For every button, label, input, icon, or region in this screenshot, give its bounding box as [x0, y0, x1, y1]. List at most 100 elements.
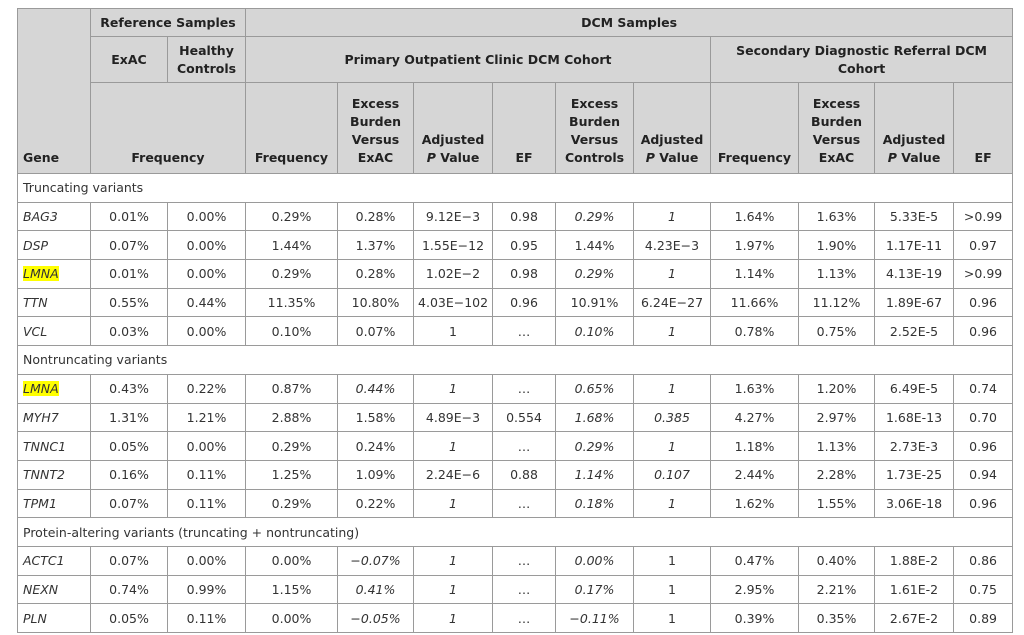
header-cell: Reference Samples [89, 8, 247, 37]
value-cell: 0.47% [710, 545, 800, 576]
value-cell: 0.10% [245, 316, 339, 347]
gene-name: BAG3 [23, 209, 58, 225]
value-cell: 0.74% [90, 574, 168, 605]
section-row: Truncating variants [16, 173, 1014, 203]
value-cell: 0.74 [953, 373, 1014, 404]
header-cell: Gene [17, 8, 91, 174]
data-row: VCL 0.03% 0.00% 0.10% 0.07% 1… 0.10% 1 0.78% 0.75… [17, 316, 1014, 347]
value-cell: 1.14% [710, 259, 800, 289]
value-cell: 0.29% [245, 488, 339, 519]
value-cell: 11.35% [245, 287, 339, 318]
value-cell: 1 [633, 603, 712, 633]
value-cell: 0.70 [953, 402, 1014, 433]
data-row: LMNA 0.43% 0.22% 0.87% 0.44% 1… 0.65% 1 1.63% 1.2… [17, 373, 1014, 404]
value-cell: 1.15% [245, 574, 339, 605]
value-cell: 1 [633, 373, 712, 404]
gene-cell: LMNA [17, 259, 91, 289]
value-cell: 1.63% [798, 201, 876, 232]
value-cell: 1 [633, 201, 712, 232]
gene-cell: ACTC1 [17, 545, 91, 576]
value-cell: 2.97% [798, 402, 876, 433]
value-cell: −0.07% [337, 545, 415, 576]
value-cell: 0.11% [166, 603, 247, 633]
value-cell: 0.17% [555, 574, 635, 605]
value-cell: 1.73E-25 [874, 459, 955, 490]
value-cell: 0.96 [953, 431, 1014, 461]
column-header: Adjusted P Value [633, 82, 712, 174]
value-cell: 1 [413, 574, 494, 605]
data-row: MYH7 1.31% 1.21% 2.88% 1.58% 4.89E−3 0.554 1.68… [17, 402, 1014, 433]
column-header: Excess Burden Versus ExAC [798, 82, 876, 174]
value-cell: 0.99% [166, 574, 247, 605]
value-cell: … [492, 431, 557, 461]
column-header: Excess Burden Versus Controls [555, 82, 635, 174]
value-cell: 1.31% [90, 402, 168, 433]
column-header: EF [953, 82, 1014, 174]
value-cell: 1 [633, 488, 712, 519]
gene-cell: LMNA [17, 373, 91, 404]
value-cell: 0.40% [798, 545, 876, 576]
value-cell: 1.13% [798, 431, 876, 461]
header-cell: DCM Samples [245, 8, 1014, 37]
value-cell: 0.28% [337, 259, 415, 289]
value-cell: 1 [413, 545, 494, 576]
value-cell: 1.13% [798, 259, 876, 289]
value-cell: 0.96 [953, 316, 1014, 347]
gene-cell: TPM1 [17, 488, 91, 519]
value-cell: 0.96 [953, 287, 1014, 318]
column-header: Frequency [710, 82, 800, 174]
value-cell: 2.52E-5 [874, 316, 955, 347]
data-row: NEXN 0.74% 0.99% 1.15% 0.41% 1… 0.17% 1 2.95% 2.2… [17, 574, 1014, 605]
value-cell: 4.23E−3 [633, 230, 712, 261]
value-cell: 0.16% [90, 459, 168, 490]
value-cell: 1.17E-11 [874, 230, 955, 261]
value-cell: 0.28% [337, 201, 415, 232]
value-cell: 5.33E-5 [874, 201, 955, 232]
value-cell: 0.78% [710, 316, 800, 347]
value-cell: 0.55% [90, 287, 168, 318]
column-header: Adjusted P Value [413, 82, 494, 174]
data-row: TNNC1 0.05% 0.00% 0.29% 0.24% 1… 0.29% 1 1.18% 1.… [17, 431, 1014, 461]
value-cell: 2.67E-2 [874, 603, 955, 633]
value-cell: 0.98 [492, 259, 557, 289]
value-cell: 10.91% [555, 287, 635, 318]
value-cell: 0.96 [492, 287, 557, 318]
value-cell: 1.55E−12 [413, 230, 494, 261]
value-cell: 1 [413, 316, 494, 347]
value-cell: … [492, 603, 557, 633]
gene-cell: PLN [17, 603, 91, 633]
value-cell: 4.03E−102 [413, 287, 494, 318]
value-cell: 11.12% [798, 287, 876, 318]
value-cell: 1.14% [555, 459, 635, 490]
data-row: BAG3 0.01% 0.00% 0.29% 0.28% 9.12E−3 0.98 0.29%… [17, 201, 1014, 232]
value-cell: 1.21% [166, 402, 247, 433]
value-cell: 0.29% [555, 201, 635, 232]
value-cell: 1.61E-2 [874, 574, 955, 605]
value-cell: 0.44% [337, 373, 415, 404]
value-cell: … [492, 574, 557, 605]
gene-name: MYH7 [23, 409, 59, 425]
value-cell: 1 [633, 431, 712, 461]
value-cell: 1.58% [337, 402, 415, 433]
value-cell: 0.554 [492, 402, 557, 433]
value-cell: 0.00% [166, 545, 247, 576]
header-cell: Primary Outpatient Clinic DCM Cohort [245, 36, 712, 83]
value-cell: 6.24E−27 [633, 287, 712, 318]
value-cell: 0.00% [166, 316, 247, 347]
data-row: ACTC1 0.07% 0.00% 0.00% −0.07% 1… 0.00% 1 0.47% 0… [17, 545, 1014, 576]
value-cell: 1.68E-13 [874, 402, 955, 433]
value-cell: 1.62% [710, 488, 800, 519]
results-table: Gene Reference Samples DCM Samples ExAC … [16, 8, 1014, 633]
value-cell: 0.03% [90, 316, 168, 347]
value-cell: 0.87% [245, 373, 339, 404]
gene-name: NEXN [23, 581, 59, 597]
gene-name: TNNC1 [23, 438, 67, 454]
gene-cell: TTN [17, 287, 91, 318]
value-cell: 0.07% [90, 488, 168, 519]
value-cell: 0.89 [953, 603, 1014, 633]
value-cell: 0.44% [166, 287, 247, 318]
value-cell: 0.24% [337, 431, 415, 461]
column-header: Frequency [245, 82, 339, 174]
value-cell: 0.00% [166, 230, 247, 261]
